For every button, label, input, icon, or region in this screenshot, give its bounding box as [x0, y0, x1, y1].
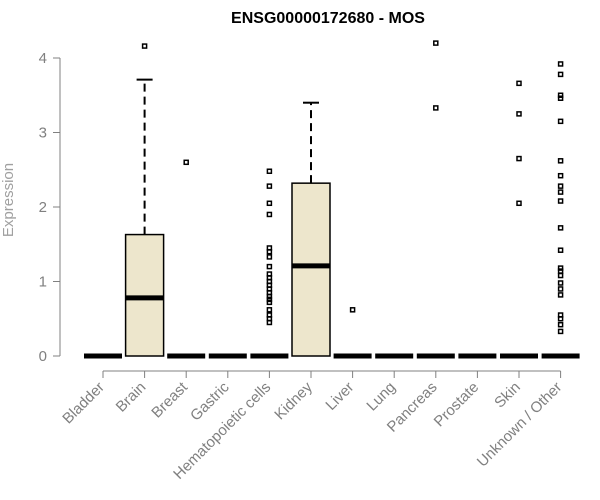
outlier-point [557, 118, 564, 125]
x-tick-label: Bladder [59, 379, 108, 428]
outlier-point [557, 265, 564, 271]
iqr-box [291, 182, 331, 357]
outlier-point [557, 172, 564, 179]
box-skin [500, 80, 538, 359]
outlier-point [183, 159, 189, 166]
outlier-point [349, 307, 356, 313]
boxes [84, 40, 580, 359]
outlier-point [516, 80, 522, 87]
y-tick-label: 3 [39, 125, 47, 142]
outlier-point [557, 280, 564, 286]
outlier-point [266, 271, 273, 277]
box-brain [124, 43, 165, 357]
y-axis-title: Expression [0, 163, 17, 237]
outlier-point [266, 168, 273, 174]
outlier-point [557, 92, 564, 98]
x-tick-label: Skin [491, 379, 524, 412]
outlier-point [557, 328, 564, 335]
box-unknown-other [541, 61, 580, 359]
y-tick-label: 1 [39, 274, 47, 291]
outlier-point [141, 43, 148, 49]
outlier-point [557, 71, 564, 78]
box-liver [333, 307, 372, 359]
outlier-point [433, 105, 439, 111]
x-tick-label: Prostate [431, 379, 483, 431]
y-axis: 0 1 2 3 4 [39, 50, 61, 365]
outlier-point [266, 200, 273, 207]
y-tick-label: 2 [39, 199, 47, 216]
outlier-point [557, 95, 564, 101]
outlier-point [266, 312, 273, 318]
y-tick-label: 4 [39, 50, 47, 67]
outlier-point [266, 307, 273, 313]
outlier-point [557, 272, 564, 279]
outlier-point [557, 61, 564, 67]
outlier-point [266, 183, 273, 189]
outlier-point [557, 312, 564, 318]
outlier-point [433, 40, 439, 46]
outlier-point [266, 299, 273, 306]
y-tick-label: 0 [39, 348, 47, 365]
outlier-point [516, 155, 522, 162]
outlier-point [516, 111, 522, 117]
outlier-point [557, 158, 564, 164]
outlier-point [266, 296, 273, 303]
iqr-box [124, 233, 165, 357]
outlier-point [557, 225, 564, 231]
outlier-point [266, 211, 273, 218]
box-hematopoietic-cells [250, 168, 289, 359]
x-tick-label: Brain [113, 379, 150, 416]
box-kidney [291, 101, 331, 357]
outlier-point [516, 200, 522, 207]
outlier-point [557, 183, 564, 189]
outlier-point [266, 254, 273, 260]
outlier-point [557, 247, 564, 253]
outlier-point [557, 268, 564, 274]
outlier-point [266, 263, 273, 270]
outlier-point [266, 245, 273, 251]
box-pancreas [416, 40, 455, 359]
box-breast [167, 159, 206, 359]
outlier-point [557, 292, 564, 298]
x-tick-label: Liver [322, 379, 357, 414]
outlier-point [557, 189, 564, 195]
outlier-point [557, 286, 564, 292]
outlier-point [557, 198, 564, 204]
x-tick-label: Kidney [271, 378, 316, 423]
x-tick-label: Lung [363, 379, 399, 415]
chart-title: ENSG00000172680 - MOS [231, 10, 425, 27]
x-tick-label: Breast [148, 378, 191, 421]
outlier-point [557, 321, 564, 328]
